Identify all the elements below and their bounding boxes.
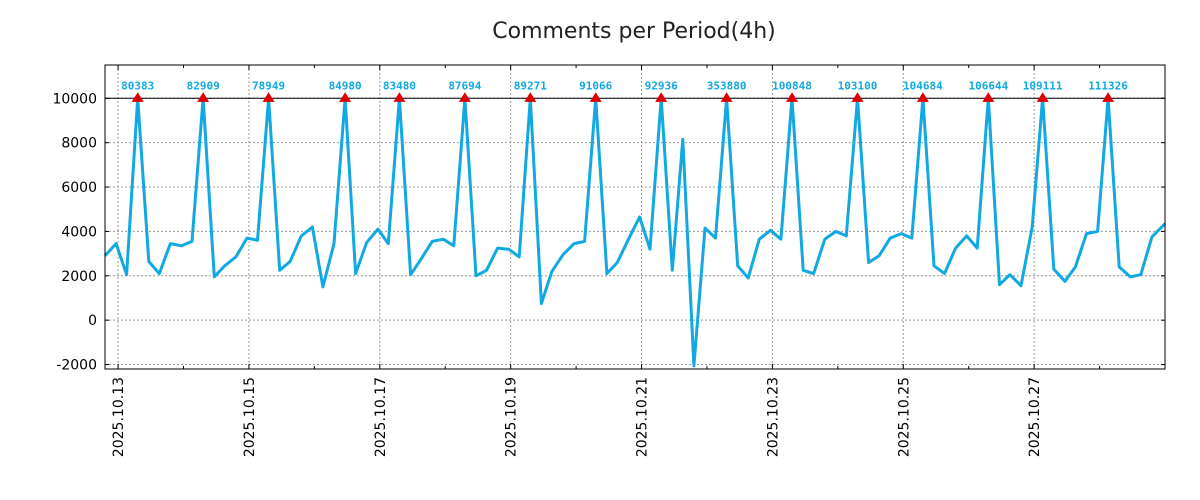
x-tick-label: 2025.10.19 [504,377,520,457]
x-tick-label: 2025.10.23 [765,377,781,457]
peak-label: 84980 [329,79,362,92]
peak-label: 109111 [1023,79,1063,92]
peak-marker [720,92,733,102]
peak-marker [524,92,537,102]
series-layer [103,96,1167,368]
x-tick-label: 2025.10.25 [896,377,912,457]
y-tick-label: 10000 [52,91,97,107]
peak-marker [1036,92,1049,102]
peak-label: 104684 [903,79,943,92]
peak-marker [1102,92,1115,102]
peak-marker [589,92,602,102]
peak-label: 103100 [838,79,878,92]
peak-marker [655,92,668,102]
peak-marker [262,92,275,102]
peak-marker [393,92,406,102]
chart-title: Comments per Period(4h) [492,19,776,44]
peak-marker [458,92,471,102]
x-tick-label: 2025.10.15 [242,377,258,457]
x-tick-label: 2025.10.21 [635,377,651,457]
peak-label: 100848 [772,79,812,92]
peak-label: 80383 [121,79,154,92]
peak-label: 353880 [707,79,747,92]
y-tick-label: -2000 [56,358,97,374]
y-tick-label: 0 [88,313,97,329]
peak-marker [851,92,864,102]
peak-label: 91066 [579,79,612,92]
peak-label: 83480 [383,79,416,92]
peak-label-layer: 80383 82909 78949 84980 83480 87694 89271 91066… [121,79,1128,92]
x-tick-label: 2025.10.13 [111,377,127,457]
y-tick-label: 4000 [61,224,97,240]
peak-label: 82909 [187,79,220,92]
grid-layer [105,65,1165,369]
x-tick-label: 2025.10.27 [1027,377,1043,457]
peak-marker [339,92,352,102]
peak-marker [131,92,144,102]
peak-label: 89271 [514,79,547,92]
peak-marker [197,92,210,102]
y-tick-label: 6000 [61,180,97,196]
x-tick-label: 2025.10.17 [373,377,389,457]
y-tick-label: 2000 [61,269,97,285]
peak-label: 87694 [448,79,481,92]
series-line-0 [103,96,1167,368]
peak-marker [786,92,799,102]
peak-marker [982,92,995,102]
axis-layer: -2000 0 2000 4000 6000 8000 10000 2025.10.13 202… [52,64,1166,457]
peak-marker-layer [131,92,1115,102]
peak-label: 92936 [645,79,678,92]
peak-label: 78949 [252,79,285,92]
peak-label: 111326 [1088,79,1128,92]
y-tick-label: 8000 [61,136,97,152]
peak-marker [916,92,929,102]
peak-label: 106644 [968,79,1008,92]
plot-frame [104,64,1166,370]
